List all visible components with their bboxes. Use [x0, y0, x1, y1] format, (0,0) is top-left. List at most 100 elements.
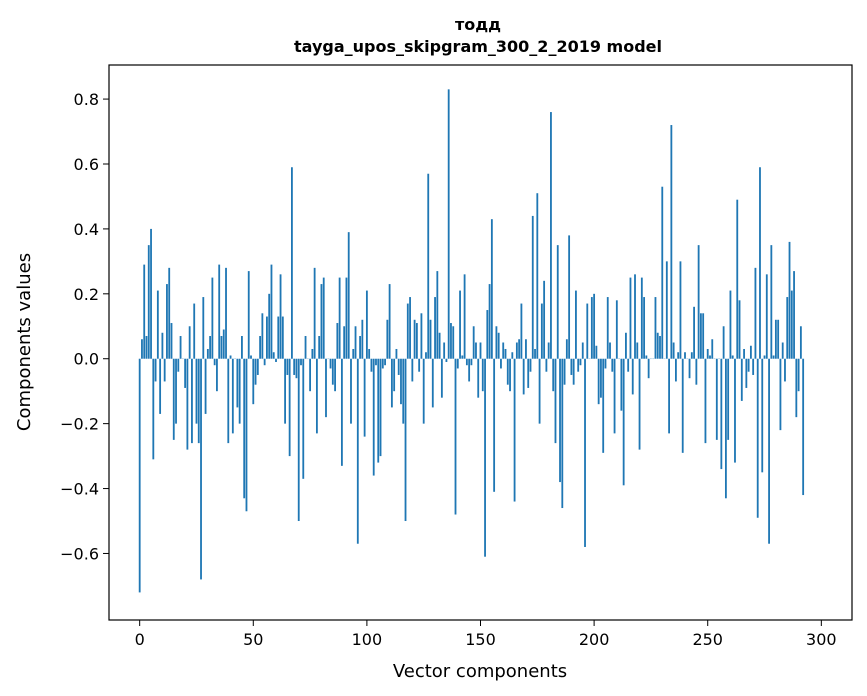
bar-93 — [350, 358, 352, 424]
bar-125 — [422, 358, 425, 424]
bar-273 — [759, 167, 761, 359]
bar-120 — [411, 358, 414, 382]
bar-50 — [252, 358, 255, 405]
bar-123 — [418, 358, 421, 372]
bar-100 — [365, 290, 368, 359]
bar-60 — [275, 358, 277, 362]
bar-35 — [218, 264, 221, 359]
bar-68 — [293, 358, 296, 375]
bar-76 — [311, 348, 314, 359]
bar-285 — [786, 297, 789, 359]
bar-181 — [550, 112, 552, 359]
bar-196 — [584, 358, 586, 547]
bar-48 — [247, 271, 250, 359]
bar-274 — [761, 358, 764, 473]
bar-115 — [400, 358, 402, 405]
bar-40 — [229, 355, 232, 359]
y-tick-label-5: 0.4 — [74, 220, 99, 239]
bar-80 — [320, 284, 323, 359]
bar-190 — [570, 358, 573, 375]
bar-9 — [159, 358, 162, 414]
bar-279 — [772, 355, 775, 359]
bar-220 — [638, 358, 641, 450]
bar-199 — [590, 297, 593, 359]
bar-119 — [409, 297, 411, 359]
bar-250 — [706, 348, 709, 359]
bar-37 — [222, 329, 225, 359]
bar-207 — [609, 342, 611, 359]
bar-30 — [206, 348, 209, 359]
bar-147 — [472, 326, 475, 359]
bar-268 — [747, 358, 750, 372]
bar-178 — [543, 280, 546, 359]
bar-183 — [554, 358, 557, 444]
bar-0 — [138, 358, 141, 593]
x-axis-ticks: 0 50 100 150 200 250 300 — [135, 620, 837, 649]
x-tick-label-3: 150 — [465, 630, 496, 649]
bar-23 — [191, 358, 193, 444]
y-axis-ticks: −0.6 −0.4 −0.2 0.0 0.2 0.4 0.6 0.8 — [60, 90, 109, 563]
bar-215 — [627, 358, 630, 372]
bar-12 — [166, 284, 168, 359]
bar-26 — [197, 358, 200, 444]
bar-73 — [304, 336, 307, 359]
bar-167 — [518, 339, 521, 359]
bar-117 — [404, 358, 407, 522]
bar-62 — [279, 274, 282, 359]
bar-163 — [509, 358, 511, 392]
bar-36 — [220, 336, 223, 359]
bar-87 — [336, 323, 339, 359]
y-tick-label-7: 0.8 — [74, 90, 99, 109]
y-tick-label-4: 0.2 — [74, 285, 99, 304]
bar-248 — [702, 313, 705, 359]
bar-269 — [749, 345, 752, 359]
bar-194 — [579, 358, 582, 366]
bar-242 — [688, 358, 691, 379]
bar-126 — [425, 352, 427, 359]
bar-287 — [790, 290, 793, 359]
bar-31 — [209, 336, 212, 359]
bar-63 — [281, 316, 284, 359]
bar-232 — [665, 261, 668, 359]
y-tick-label-2: −0.2 — [60, 415, 99, 434]
bar-71 — [300, 358, 302, 366]
bar-16 — [175, 358, 177, 424]
bar-11 — [163, 358, 166, 382]
bar-249 — [704, 358, 707, 444]
bar-91 — [345, 277, 348, 359]
bar-184 — [556, 245, 559, 359]
bar-153 — [486, 310, 489, 359]
y-tick-label-3: 0.0 — [74, 350, 99, 369]
bar-25 — [195, 358, 198, 424]
bar-103 — [372, 358, 375, 476]
bar-98 — [361, 319, 364, 359]
bar-289 — [795, 358, 798, 418]
bar-240 — [684, 352, 686, 359]
bar-176 — [538, 358, 541, 424]
bar-265 — [740, 358, 743, 401]
bar-5 — [150, 228, 152, 359]
bar-223 — [645, 355, 648, 359]
bar-99 — [363, 358, 366, 437]
bar-122 — [415, 323, 418, 359]
bar-59 — [272, 352, 275, 359]
bar-228 — [656, 332, 659, 359]
bar-155 — [490, 219, 493, 359]
bar-134 — [443, 342, 446, 359]
bar-213 — [622, 358, 625, 486]
bar-113 — [395, 348, 398, 359]
bar-95 — [354, 326, 357, 359]
bar-148 — [475, 342, 477, 359]
bar-222 — [643, 297, 646, 359]
bar-168 — [520, 303, 523, 359]
bar-179 — [545, 358, 548, 372]
bar-70 — [297, 358, 300, 522]
bar-246 — [697, 245, 700, 359]
x-tick-label-5: 250 — [692, 630, 723, 649]
bar-154 — [488, 284, 491, 359]
bar-234 — [670, 125, 673, 359]
bar-201 — [595, 345, 598, 359]
bar-158 — [497, 332, 500, 359]
bar-78 — [315, 358, 318, 434]
x-axis-label: Vector components — [393, 661, 567, 682]
